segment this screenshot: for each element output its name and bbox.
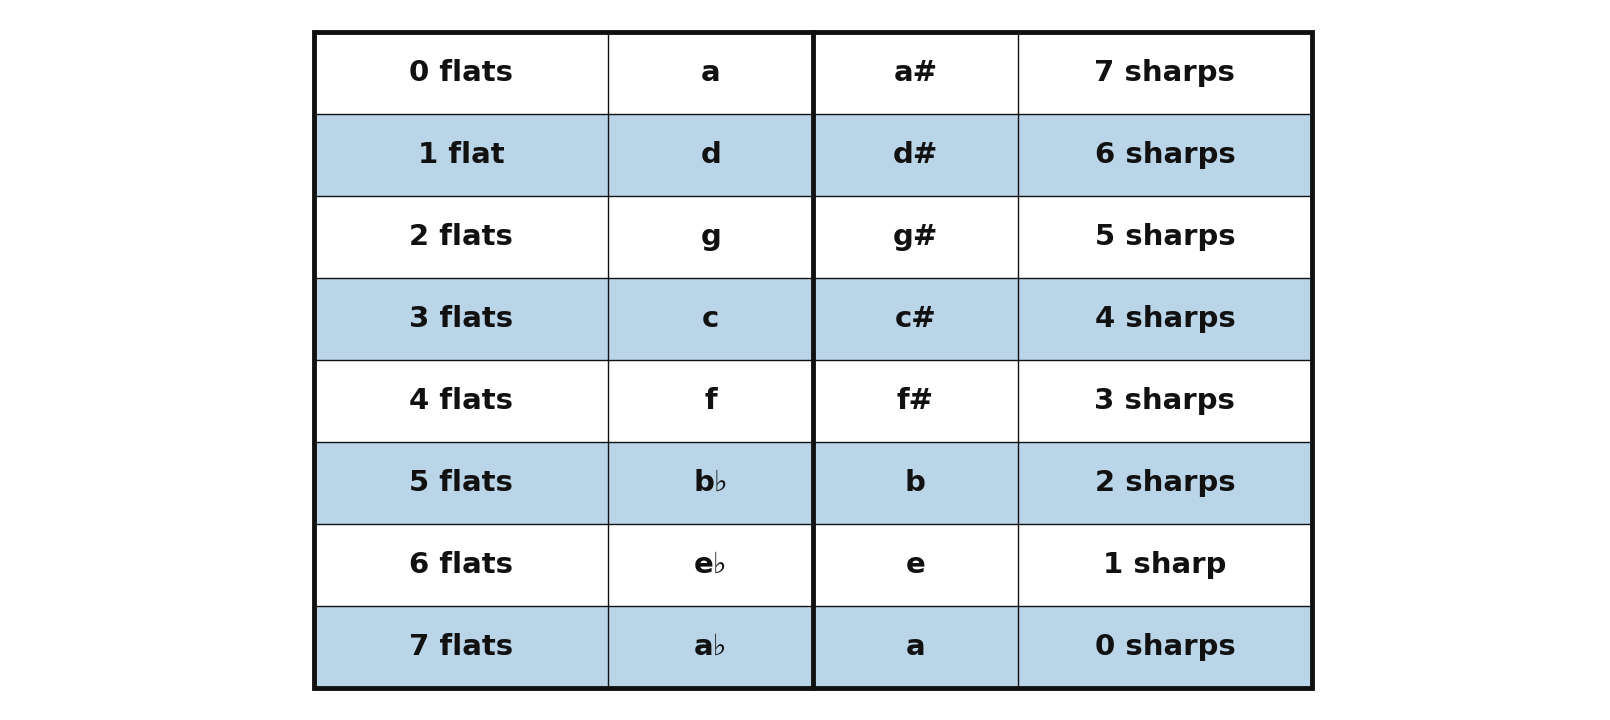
Text: 7 flats: 7 flats (409, 633, 514, 661)
Text: 1 sharp: 1 sharp (1103, 551, 1227, 579)
Text: a: a (905, 633, 926, 661)
Bar (314, 32, 1312, 688)
Text: 1 flat: 1 flat (419, 141, 504, 169)
Text: b: b (905, 469, 926, 497)
Text: 3 sharps: 3 sharps (1095, 387, 1235, 415)
Text: 2 sharps: 2 sharps (1095, 469, 1235, 497)
Bar (314, 442, 1312, 524)
Text: f: f (705, 387, 716, 415)
Bar (314, 606, 1312, 688)
Text: c: c (702, 305, 720, 333)
Bar (314, 196, 1312, 278)
Text: 6 sharps: 6 sharps (1095, 141, 1235, 169)
Text: b♭: b♭ (694, 469, 728, 497)
Text: 7 sharps: 7 sharps (1095, 59, 1235, 87)
Text: c#: c# (895, 305, 937, 333)
Bar (314, 114, 1312, 197)
Text: e♭: e♭ (694, 551, 728, 579)
Bar (314, 360, 1312, 442)
Text: d#: d# (892, 141, 939, 169)
Bar (314, 523, 1312, 606)
Text: g#: g# (892, 223, 939, 251)
Bar (314, 32, 1312, 114)
Text: 5 sharps: 5 sharps (1095, 223, 1235, 251)
Text: 2 flats: 2 flats (409, 223, 514, 251)
Text: a: a (700, 59, 721, 87)
Text: 6 flats: 6 flats (409, 551, 514, 579)
Text: e: e (905, 551, 926, 579)
Text: d: d (700, 141, 721, 169)
Text: 0 flats: 0 flats (409, 59, 514, 87)
Text: a♭: a♭ (694, 633, 728, 661)
Text: g: g (700, 223, 721, 251)
Text: 4 flats: 4 flats (409, 387, 514, 415)
Text: f#: f# (897, 387, 934, 415)
Text: 3 flats: 3 flats (409, 305, 514, 333)
Text: 0 sharps: 0 sharps (1095, 633, 1235, 661)
Text: a#: a# (894, 59, 937, 87)
Text: 5 flats: 5 flats (409, 469, 514, 497)
Text: 4 sharps: 4 sharps (1095, 305, 1235, 333)
Bar (314, 278, 1312, 360)
